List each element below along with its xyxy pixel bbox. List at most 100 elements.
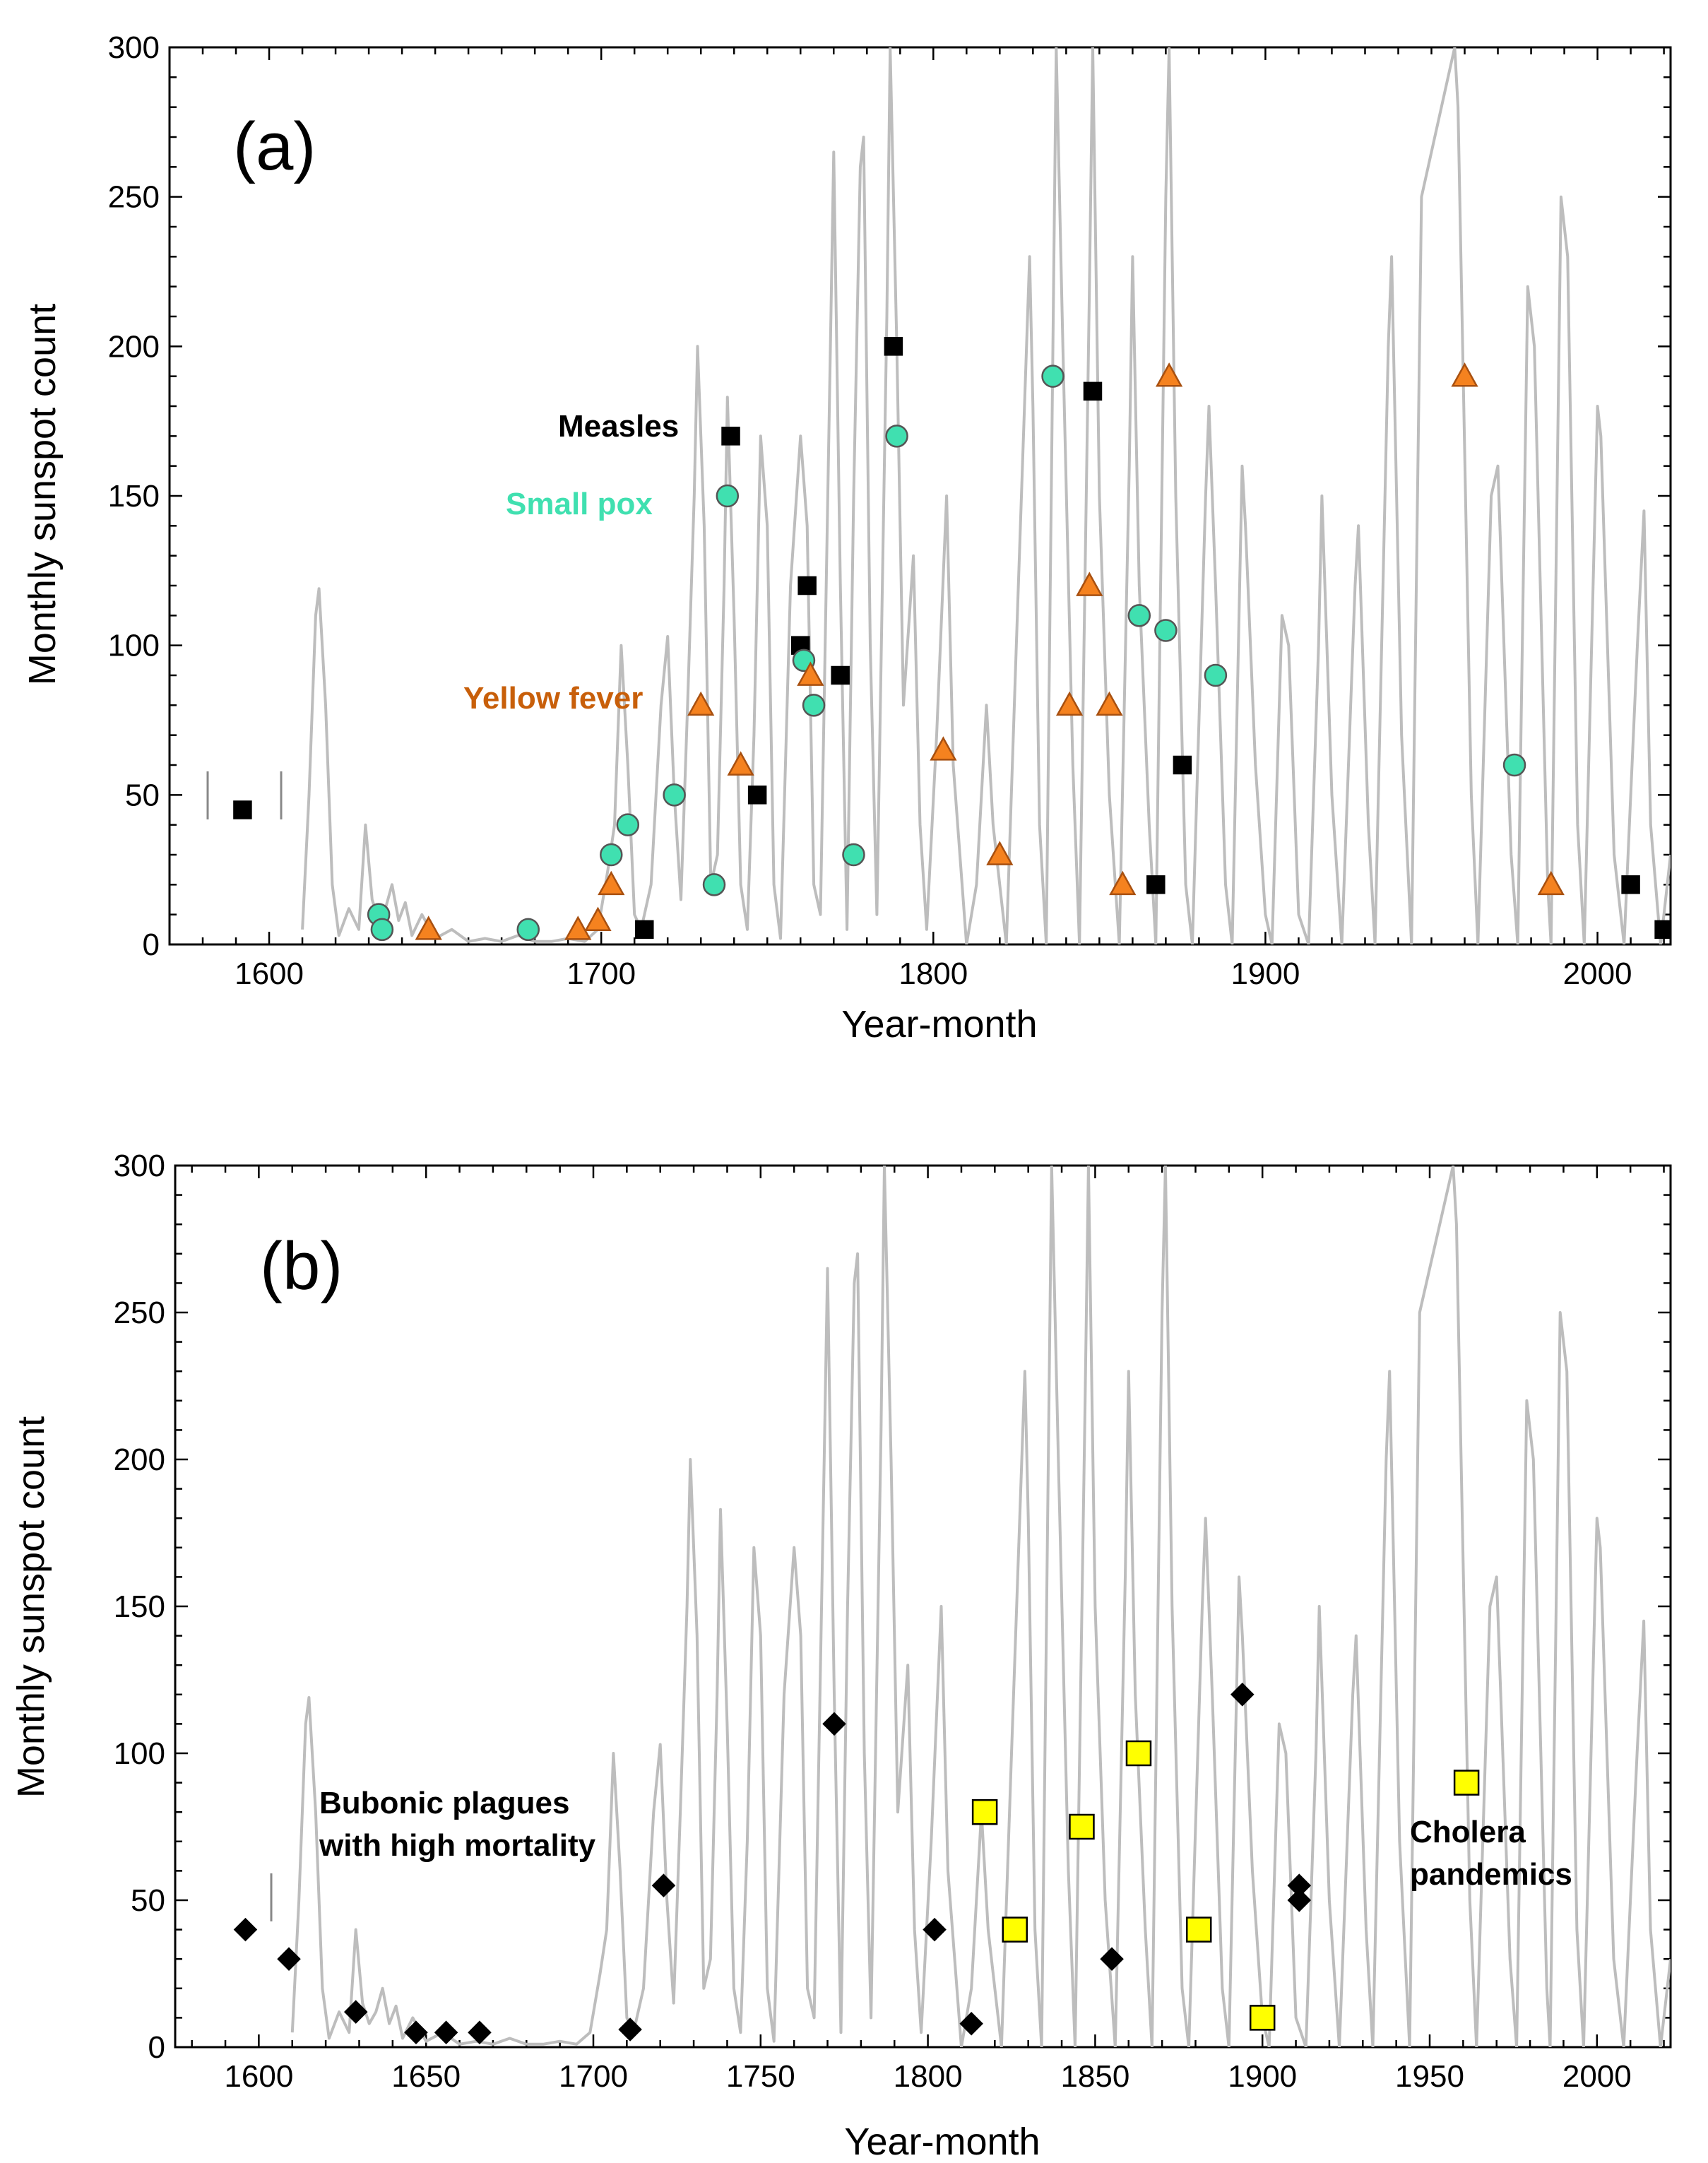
x-axis-title-a: Year-month — [841, 1003, 1037, 1045]
cholera-pandemics-marker — [1453, 1770, 1480, 1796]
measles-marker — [797, 576, 817, 595]
x-tick-label: 1650 — [391, 2059, 461, 2094]
yellow-fever-marker — [1155, 362, 1183, 387]
bubonic-plagues-with-high-mortality-marker — [468, 2020, 492, 2044]
bubonic-plagues-with-high-mortality-marker — [343, 2000, 368, 2024]
annotation-cholera-line1: Cholera — [1410, 1815, 1526, 1849]
x-tick-label: 1800 — [899, 956, 968, 991]
y-tick-label: 300 — [108, 30, 160, 65]
panel-label-b: (b) — [260, 1228, 343, 1304]
measles-marker — [635, 920, 654, 940]
cholera-pandemics-marker — [971, 1798, 998, 1825]
annotation-yellow-fever: Yellow fever — [463, 681, 643, 716]
measles-marker — [1083, 381, 1103, 401]
yellow-fever-marker — [687, 691, 715, 716]
y-tick-label: 50 — [131, 1883, 165, 1918]
markers-b — [233, 1683, 1480, 2044]
small-pox-marker — [702, 873, 726, 896]
measles-marker — [1173, 755, 1192, 775]
y-tick-label: 150 — [114, 1589, 165, 1624]
bubonic-plagues-with-high-mortality-marker — [233, 1917, 258, 1942]
x-tick-label: 1950 — [1395, 2059, 1464, 2094]
y-tick-label: 250 — [114, 1296, 165, 1330]
x-tick-label: 2000 — [1562, 2059, 1632, 2094]
yellow-fever-marker — [1451, 362, 1478, 387]
annotation-small-pox: Small pox — [506, 487, 653, 521]
x-tick-label: 1700 — [567, 956, 636, 991]
y-tick-label: 0 — [143, 928, 160, 962]
annotation-cholera-line2: pandemics — [1410, 1857, 1572, 1892]
panel-b: 1600 1650 1700 1750 1800 1850 1900 1950 2000 0 50… — [10, 1149, 1672, 2163]
x-tick-label: 1900 — [1230, 956, 1300, 991]
yellow-fever-marker — [986, 841, 1014, 865]
bubonic-plagues-with-high-mortality-marker — [1287, 1888, 1312, 1912]
markers-a — [233, 337, 1671, 942]
y-axis-title-a: Monthly sunspot count — [21, 304, 64, 685]
small-pox-marker — [802, 694, 826, 717]
yellow-fever-marker — [930, 736, 957, 761]
yellow-fever-marker — [415, 915, 442, 940]
bubonic-plagues-with-high-mortality-marker — [1100, 1947, 1124, 1971]
y-tick-labels-b: 0 50 100 150 200 250 300 — [114, 1149, 165, 2065]
x-tick-label: 1800 — [894, 2059, 963, 2094]
small-pox-marker — [1127, 604, 1151, 627]
measles-marker — [721, 427, 740, 446]
y-tick-label: 50 — [125, 778, 160, 812]
sunspot-line-b — [290, 1166, 1671, 2047]
x-tick-label: 2000 — [1563, 956, 1632, 991]
bubonic-plagues-with-high-mortality-marker — [959, 2011, 983, 2036]
small-pox-marker — [1154, 619, 1178, 642]
yellow-fever-marker — [1096, 691, 1123, 716]
bubonic-plagues-with-high-mortality-marker — [434, 2020, 458, 2044]
small-pox-marker — [885, 425, 908, 448]
x-tick-label: 1900 — [1228, 2059, 1297, 2094]
yellow-fever-marker — [564, 915, 592, 940]
y-tick-label: 200 — [108, 329, 160, 364]
yellow-fever-marker — [1055, 691, 1084, 716]
panel-label-a: (a) — [233, 109, 316, 184]
small-pox-marker — [616, 813, 640, 836]
small-pox-marker — [1204, 663, 1228, 687]
x-tick-label: 1750 — [726, 2059, 795, 2094]
axis-ticks-b — [175, 1164, 1671, 2049]
y-tick-label: 100 — [114, 1736, 165, 1771]
cholera-pandemics-marker — [1069, 1813, 1095, 1840]
bubonic-plagues-with-high-mortality-marker — [822, 1712, 846, 1736]
y-tick-label: 200 — [114, 1442, 165, 1477]
cholera-pandemics-marker — [1125, 1740, 1152, 1767]
yellow-fever-marker — [1109, 870, 1137, 896]
measles-marker — [884, 337, 903, 356]
y-axis-title-b: Monthly sunspot count — [10, 1416, 52, 1798]
bubonic-plagues-with-high-mortality-marker — [1230, 1683, 1255, 1707]
small-pox-marker — [370, 918, 394, 942]
yellow-fever-marker — [584, 906, 612, 931]
sunspot-line-a — [301, 47, 1671, 944]
annotation-bubonic-line1: Bubonic plagues — [319, 1786, 569, 1820]
x-tick-label: 1600 — [224, 2059, 293, 2094]
measles-marker — [1146, 875, 1166, 894]
small-pox-marker — [1502, 753, 1526, 777]
axis-ticks-a — [168, 46, 1671, 946]
y-tick-label: 0 — [148, 2030, 165, 2065]
measles-marker — [831, 665, 850, 685]
yellow-fever-marker — [1537, 870, 1565, 896]
x-tick-labels-a: 1600 1700 1800 1900 2000 — [235, 956, 1632, 991]
annotation-measles: Measles — [558, 409, 679, 444]
small-pox-marker — [516, 918, 540, 942]
small-pox-marker — [1041, 365, 1064, 388]
small-pox-marker — [716, 484, 740, 508]
small-pox-marker — [663, 783, 686, 807]
bubonic-plagues-with-high-mortality-marker — [618, 2017, 642, 2041]
x-tick-label: 1700 — [559, 2059, 628, 2094]
small-pox-marker — [600, 843, 623, 867]
bubonic-plagues-with-high-mortality-marker — [923, 1917, 947, 1942]
measles-marker — [1621, 875, 1640, 894]
panel-a: 1600 1700 1800 1900 2000 050100150200250300 … — [21, 30, 1672, 1045]
cholera-pandemics-marker — [1185, 1916, 1212, 1943]
yellow-fever-marker — [727, 751, 754, 776]
bubonic-plagues-with-high-mortality-marker — [651, 1873, 676, 1897]
measles-marker — [1654, 920, 1671, 940]
measles-marker — [233, 800, 252, 819]
cholera-pandemics-marker — [1249, 2005, 1276, 2031]
